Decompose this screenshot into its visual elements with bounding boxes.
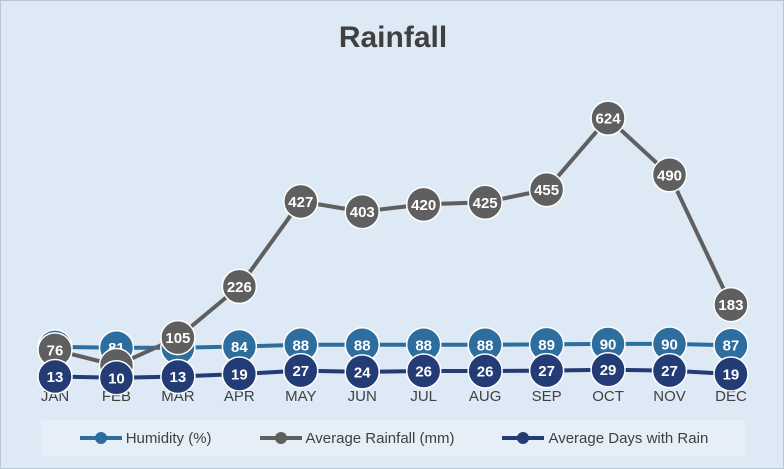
legend: Humidity (%) Average Rainfall (mm) Average… <box>41 420 745 456</box>
x-tick-label: AUG <box>469 388 502 405</box>
data-label: 84 <box>231 339 248 356</box>
x-tick-label: NOV <box>653 388 686 405</box>
data-label: 427 <box>288 194 313 211</box>
data-point <box>590 100 626 136</box>
data-label: 24 <box>354 364 371 381</box>
x-tick-label: JUN <box>348 388 377 405</box>
series-line-2 <box>54 367 732 380</box>
data-point <box>283 183 319 220</box>
data-label: 26 <box>415 364 432 381</box>
data-point <box>283 352 319 389</box>
data-label: 624 <box>596 111 622 128</box>
data-point <box>467 184 503 221</box>
data-label: 90 <box>661 336 678 353</box>
legend-swatch <box>500 432 546 444</box>
legend-item: Average Rainfall (mm) <box>258 429 455 447</box>
data-point <box>713 286 749 323</box>
data-point <box>160 319 196 356</box>
data-label: 455 <box>534 182 559 199</box>
data-point <box>37 358 73 395</box>
series-line-1 <box>54 116 733 368</box>
legend-item: Humidity (%) <box>78 430 212 447</box>
data-point <box>405 353 442 389</box>
data-point <box>344 193 380 230</box>
legend-label: Humidity (%) <box>125 429 212 447</box>
data-point <box>160 358 196 395</box>
data-label: 105 <box>165 330 190 347</box>
data-point <box>221 356 258 392</box>
data-label: 19 <box>231 366 248 383</box>
legend-swatch <box>78 432 124 444</box>
data-label: 88 <box>415 337 432 354</box>
data-label: 19 <box>723 366 740 383</box>
data-label: 183 <box>718 297 743 314</box>
data-point <box>98 360 135 396</box>
data-label: 490 <box>657 167 682 184</box>
data-point <box>528 171 565 208</box>
data-label: 425 <box>473 195 498 212</box>
chart-title: Rainfall <box>338 21 448 54</box>
data-point <box>713 356 749 392</box>
x-tick-label: OCT <box>592 388 624 405</box>
data-point <box>528 352 565 389</box>
legend-label: Average Days with Rain <box>548 429 709 447</box>
data-label: 76 <box>47 342 64 359</box>
data-point <box>221 268 258 305</box>
legend-swatch <box>258 432 304 444</box>
legend-item: Average Days with Rain <box>500 430 708 447</box>
data-label: 226 <box>227 279 252 296</box>
x-tick-label: DEC <box>715 388 747 405</box>
data-label: 89 <box>538 337 555 354</box>
data-label: 87 <box>723 338 740 355</box>
data-label: 27 <box>292 363 309 380</box>
data-label: 13 <box>170 369 187 386</box>
x-tick-label: SEP <box>532 388 562 405</box>
data-label: 10 <box>108 370 125 387</box>
data-point <box>467 353 503 389</box>
x-tick-label: APR <box>224 388 255 405</box>
data-label: 88 <box>477 337 494 354</box>
data-label: 26 <box>477 364 494 381</box>
data-point <box>405 186 442 223</box>
data-label: 13 <box>47 369 64 386</box>
data-label: 27 <box>538 363 555 380</box>
x-tick-label: JUL <box>410 388 437 405</box>
data-label: 403 <box>350 204 375 221</box>
x-tick-label: MAR <box>161 388 195 405</box>
data-point <box>651 157 688 193</box>
data-point <box>344 354 380 390</box>
data-label: 420 <box>411 197 436 214</box>
data-point <box>590 351 626 388</box>
data-label: 88 <box>354 337 371 354</box>
legend-label: Average Rainfall (mm) <box>305 429 455 447</box>
data-label: 88 <box>292 337 309 354</box>
x-tick-label: MAY <box>285 388 316 405</box>
data-label: 29 <box>600 362 617 379</box>
data-label: 90 <box>600 336 617 353</box>
data-label: 27 <box>661 363 678 380</box>
data-point <box>651 352 688 389</box>
